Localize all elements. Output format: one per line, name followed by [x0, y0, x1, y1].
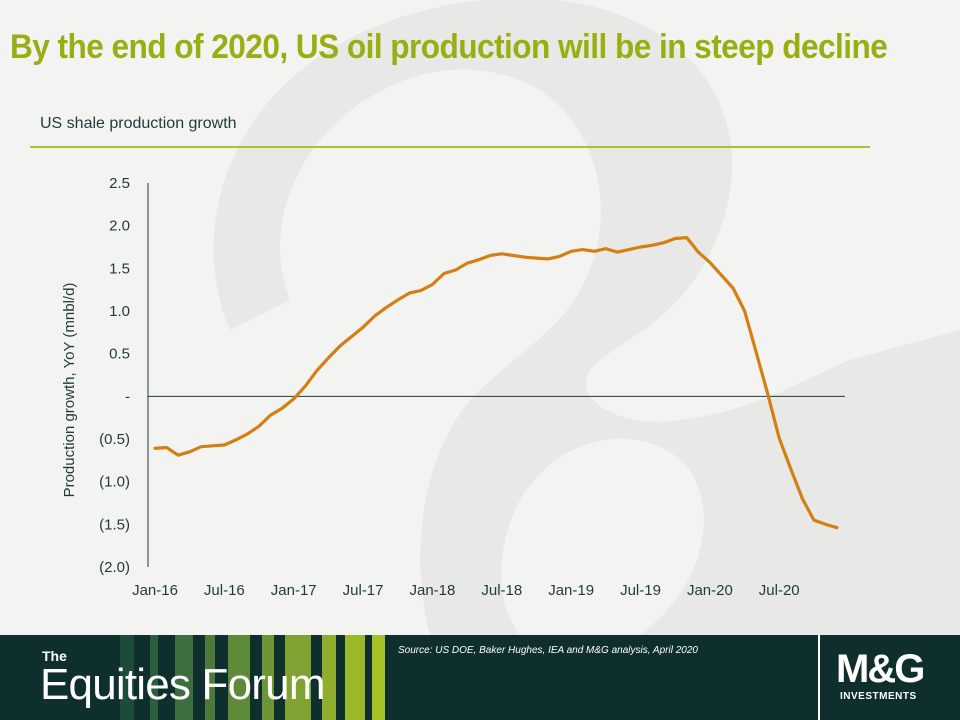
- line-chart: 2.5 2.0 1.5 1.0 0.5 - (0.5) (1.0) (1.5) (2.0) Prod…: [61, 175, 845, 599]
- y-tick-label: 1.5: [109, 260, 130, 277]
- series-line: [153, 236, 839, 530]
- y-tick-label: 2.5: [109, 175, 130, 192]
- source-note: Source: US DOE, Baker Hughes, IEA and M&…: [398, 645, 698, 656]
- brand-name: Equities Forum: [40, 660, 325, 709]
- series-group: [153, 236, 839, 530]
- y-tick-label: 2.0: [109, 218, 130, 235]
- x-tick-label: Jan-17: [271, 582, 317, 599]
- swirl-background-icon: [213, 0, 960, 635]
- x-tick-label: Jul-16: [204, 582, 245, 599]
- y-tick-label: 1.0: [109, 303, 130, 320]
- page-title: By the end of 2020, US oil production wi…: [10, 28, 888, 66]
- logo-wordmark: M&G: [836, 647, 925, 691]
- x-tick-label: Jan-19: [548, 582, 594, 599]
- y-tick-label: (0.5): [99, 431, 130, 448]
- x-axis: Jan-16 Jul-16 Jan-17 Jul-17 Jan-18 Jul-18 Jan-…: [132, 395, 845, 599]
- x-tick-label: Jul-17: [343, 582, 384, 599]
- stripes-pattern-icon: [0, 635, 385, 720]
- x-tick-label: Jan-20: [687, 582, 733, 599]
- y-tick-label: 0.5: [109, 346, 130, 363]
- x-tick-label: Jul-18: [481, 582, 522, 599]
- title-divider: [30, 146, 870, 148]
- x-tick-label: Jul-19: [620, 582, 661, 599]
- y-axis: 2.5 2.0 1.5 1.0 0.5 - (0.5) (1.0) (1.5) (2.0) Prod…: [61, 175, 149, 576]
- chart-subtitle: US shale production growth: [40, 115, 237, 132]
- y-axis-label: Production growth, YoY (mnbl/d): [61, 283, 78, 498]
- footer-divider: [818, 635, 820, 720]
- footer-bar: The Equities Forum Source: US DOE, Baker…: [0, 635, 960, 720]
- logo-subtext: INVESTMENTS: [840, 691, 917, 702]
- x-tick-label: Jul-20: [759, 582, 800, 599]
- y-tick-label: (1.5): [99, 516, 130, 533]
- y-tick-label: (1.0): [99, 474, 130, 491]
- x-tick-label: Jan-16: [132, 582, 178, 599]
- y-tick-label: -: [125, 388, 130, 405]
- x-tick-label: Jan-18: [410, 582, 456, 599]
- brand-prefix: The: [42, 648, 67, 664]
- mg-logo: M&G INVESTMENTS: [836, 647, 951, 709]
- y-tick-label: (2.0): [99, 559, 130, 576]
